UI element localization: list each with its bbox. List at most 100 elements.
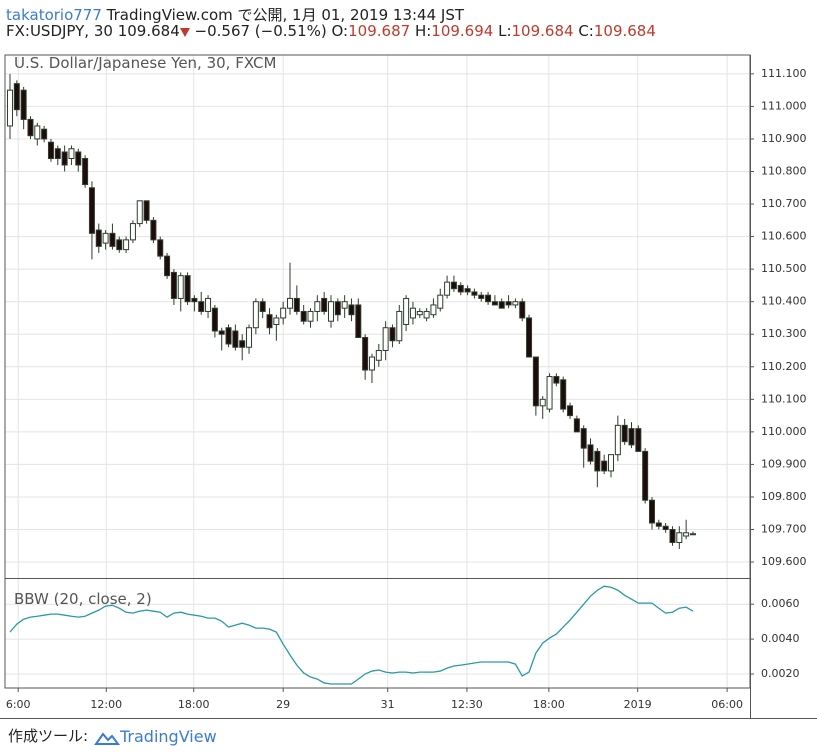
candle-body — [123, 239, 130, 251]
y-tick-label: 110.200 — [761, 360, 807, 373]
open-label: O: — [331, 22, 349, 40]
y-tick-label: 110.700 — [761, 197, 807, 210]
candle-body — [68, 148, 75, 159]
candle-body — [532, 356, 539, 407]
high-value: 109.694 — [431, 22, 494, 40]
candle-body — [95, 229, 102, 247]
candle-body — [416, 310, 423, 316]
candle-body — [150, 219, 157, 241]
plot: 109.600 109.700 109.800 109.900 110.000 110.1… — [5, 55, 807, 711]
candle-body — [211, 307, 218, 332]
candle-body — [683, 532, 690, 537]
candle-body — [327, 301, 334, 322]
candle-body — [368, 356, 375, 371]
candle-body — [567, 405, 574, 417]
candle-body — [266, 314, 273, 329]
y-tick-label: 111.000 — [761, 99, 807, 112]
y-tick-label: 110.300 — [761, 327, 807, 340]
y-tick-label: 110.500 — [761, 262, 807, 275]
candle-body — [539, 398, 546, 407]
grid — [5, 55, 750, 688]
candle-body — [642, 450, 649, 501]
candle-body — [287, 297, 294, 309]
candle-body — [471, 291, 478, 296]
candle-body — [396, 310, 403, 342]
candle-body — [608, 454, 615, 472]
candle-body — [355, 304, 362, 338]
symbol: FX:USDJPY, 30 — [6, 22, 113, 40]
y-tick-label: 0.0020 — [761, 667, 800, 680]
candle-body — [136, 200, 143, 225]
candle-body — [669, 529, 676, 544]
candle-body — [129, 223, 136, 241]
x-tick-label: 06:00 — [711, 698, 743, 711]
candle-body — [191, 297, 198, 303]
candle-body — [689, 533, 696, 536]
tradingview-logo — [94, 732, 120, 745]
candle-body — [553, 376, 560, 384]
candle-body — [47, 141, 54, 159]
candle-body — [170, 271, 177, 299]
x-tick-label: 12:30 — [451, 698, 483, 711]
candle-body — [321, 297, 328, 312]
y-tick-label: 110.600 — [761, 230, 807, 243]
candle-body — [177, 275, 184, 299]
candle-body — [218, 330, 225, 335]
candle-body — [635, 428, 642, 452]
candle-body — [601, 460, 608, 472]
y-tick-label: 110.400 — [761, 295, 807, 308]
y-tick-label: 110.900 — [761, 132, 807, 145]
high-label: H: — [414, 22, 432, 40]
candle-body — [655, 522, 662, 527]
candle-body — [505, 301, 512, 306]
candle-body — [252, 301, 259, 329]
candle-body — [621, 424, 628, 443]
candle-body — [375, 350, 382, 361]
candle-body — [293, 297, 300, 312]
candle-body — [409, 307, 416, 319]
candle-body — [341, 301, 348, 309]
candle-body — [307, 310, 314, 322]
candle-body — [403, 297, 410, 325]
candle-body — [75, 151, 82, 166]
candle-body — [88, 187, 95, 234]
close-label: C: — [578, 22, 594, 40]
candle-body — [464, 288, 471, 293]
candle-body — [519, 301, 526, 319]
y-tick-label: 111.100 — [761, 67, 807, 80]
candle-body — [164, 255, 171, 277]
candle-body — [594, 450, 601, 472]
candle-body — [614, 424, 621, 456]
candle-body — [457, 284, 464, 293]
candle-body — [430, 304, 437, 316]
candle-body — [662, 525, 669, 531]
y-tick-label: 109.600 — [761, 555, 807, 568]
candle-body — [546, 376, 553, 410]
candle-body — [82, 157, 89, 186]
x-tick-label: 18:00 — [178, 698, 210, 711]
candle-body — [143, 200, 150, 221]
candle-body — [232, 330, 239, 348]
candle-body — [423, 310, 430, 319]
last-price: 109.684 — [117, 22, 180, 40]
candle-body — [205, 297, 212, 312]
candle-body — [389, 327, 396, 342]
candle-body — [498, 301, 505, 309]
candle-body — [116, 239, 123, 251]
low-value: 109.684 — [511, 22, 574, 40]
marks — [6, 73, 696, 685]
candle-body — [382, 327, 389, 352]
published: TradingView.com で公開, 1月 01, 2019 13:44 J… — [106, 6, 465, 24]
indicator-line — [9, 585, 694, 685]
header-line-2: FX:USDJPY, 30 109.684 −0.567 (−0.51%) O:… — [6, 22, 656, 40]
candle-body — [444, 281, 451, 296]
candle-body — [27, 118, 34, 137]
candle-body — [41, 128, 48, 140]
candle-body — [20, 89, 27, 120]
candle-body — [437, 294, 444, 309]
candle-body — [225, 327, 232, 345]
indicator-title: BBW (20, close, 2) — [14, 590, 152, 608]
candle-body — [246, 327, 253, 348]
